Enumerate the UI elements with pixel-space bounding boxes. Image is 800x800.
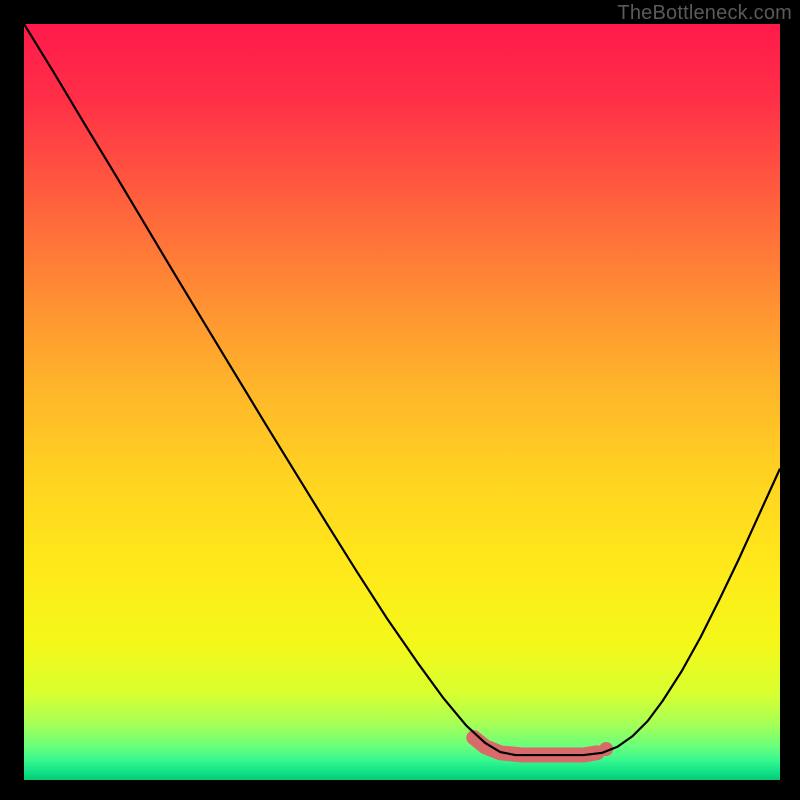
bottleneck-curve	[24, 24, 780, 755]
frame: TheBottleneck.com	[0, 0, 800, 800]
watermark-text: TheBottleneck.com	[617, 2, 792, 25]
curve-layer	[24, 24, 780, 780]
plot-region	[24, 24, 780, 780]
